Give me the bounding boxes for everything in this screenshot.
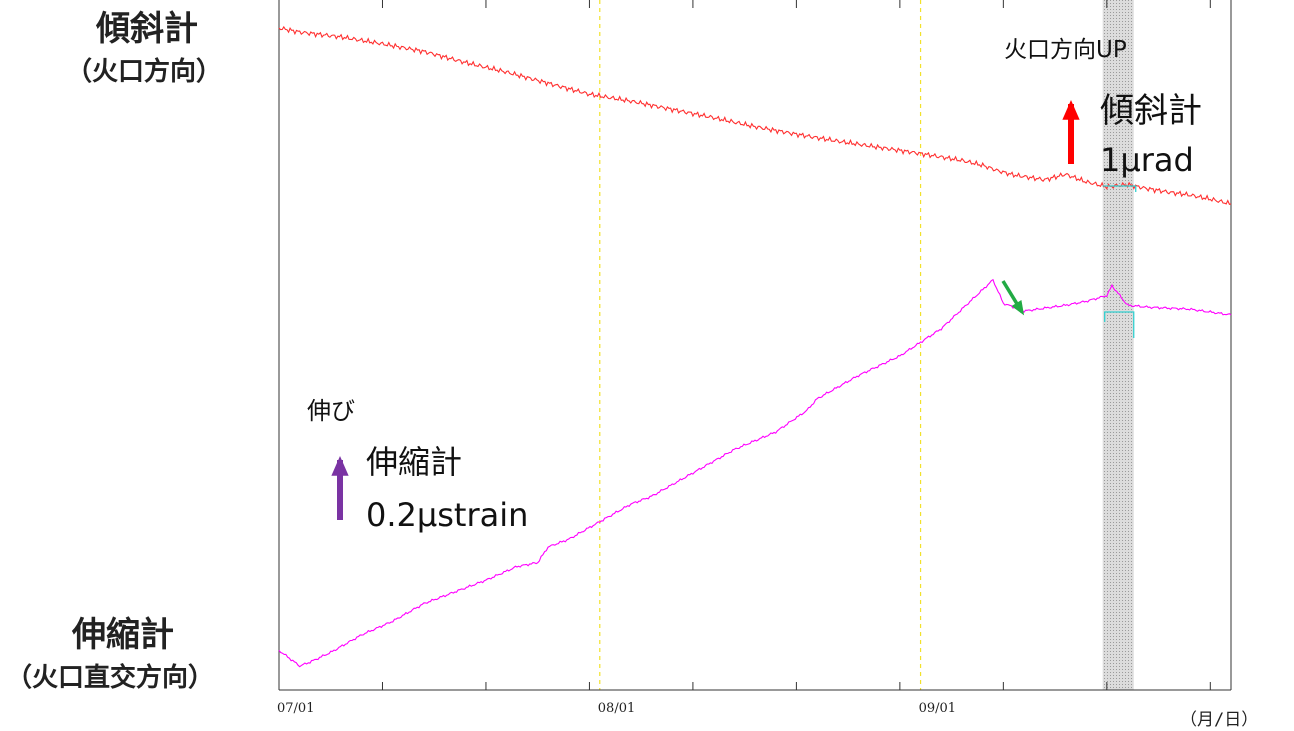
tilt-series-line [278, 25, 1232, 205]
x-tick-label: 08/01 [598, 701, 635, 716]
x-tick-label: 07/01 [277, 701, 314, 716]
extension-up-arrow [331, 456, 349, 520]
crater-up-label: 火口方向UP [1004, 37, 1127, 63]
event-down-arrow [1001, 280, 1025, 316]
extension-offset-marker [1104, 311, 1135, 338]
tilt-offset-marker [1102, 185, 1137, 192]
tilt-scale-value: 1μrad [1100, 141, 1194, 179]
x-axis-unit: （月/日） [1180, 710, 1258, 730]
shaded-period [1102, 0, 1134, 690]
extensometer-title: 伸縮計 [72, 615, 174, 655]
ext-scale-name: 伸縮計 [366, 443, 462, 481]
tilt-meter-direction: （火口方向） [66, 57, 223, 87]
extensometer-direction: （火口直交方向） [6, 663, 215, 693]
extension-up-label: 伸び [307, 397, 355, 425]
tilt-meter-title: 傾斜計 [96, 9, 198, 49]
tilt-scale-name: 傾斜計 [1100, 91, 1202, 131]
x-tick-label: 09/01 [919, 701, 956, 716]
ext-scale-value: 0.2μstrain [366, 496, 528, 534]
tilt-up-arrow [1062, 100, 1080, 164]
extension-series-line [278, 278, 1232, 668]
